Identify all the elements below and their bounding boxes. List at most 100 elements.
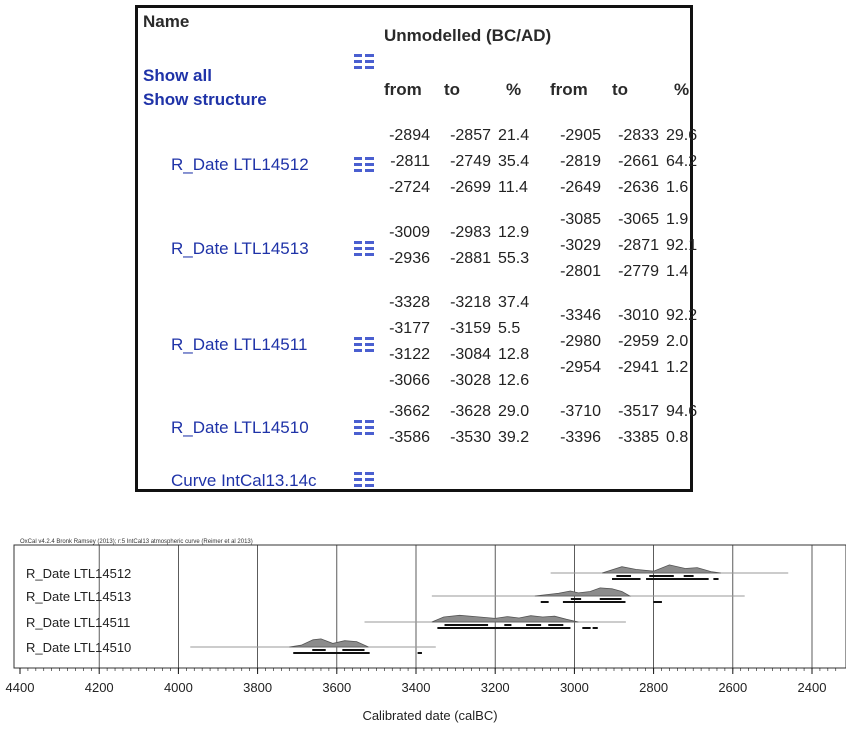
col-pct-2: % — [674, 80, 690, 99]
right-from-value: -3029 — [560, 237, 601, 254]
x-tick-label: 3600 — [322, 680, 351, 695]
right-pct-value: 1.9 — [666, 211, 689, 228]
right-from-value: -3396 — [560, 429, 601, 446]
right-from-value: -3085 — [560, 211, 601, 228]
hpd68-bar — [504, 624, 512, 626]
row-label: R_Date LTL14512 — [26, 566, 131, 581]
rdate-link[interactable]: R_Date LTL14512 — [171, 155, 309, 174]
hpd68-bar — [526, 624, 542, 626]
rdate-link[interactable]: R_Date LTL14511 — [171, 335, 308, 354]
structure-grid-icon[interactable] — [354, 54, 374, 71]
x-tick-label: 2400 — [798, 680, 827, 695]
left-pct-value: 5.5 — [498, 320, 521, 337]
left-from-value: -3122 — [389, 346, 430, 363]
right-to-value: -2779 — [618, 263, 659, 280]
left-pct-value: 12.9 — [498, 224, 530, 241]
col-to-1: to — [444, 80, 461, 99]
hpd68-bar — [616, 575, 632, 577]
right-to-value: -2871 — [618, 237, 659, 254]
right-pct-value: 1.6 — [666, 179, 689, 196]
right-to-value: -2833 — [618, 127, 659, 144]
x-tick-label: 3400 — [402, 680, 431, 695]
hpd68-bar — [342, 649, 365, 651]
curve-intcal13-link[interactable]: Curve IntCal13.14c — [171, 471, 317, 490]
right-from-value: -3346 — [560, 307, 601, 324]
col-from-2: from — [550, 80, 588, 99]
rdate-link[interactable]: R_Date LTL14510 — [171, 418, 309, 437]
left-to-value: -2857 — [450, 127, 491, 144]
col-from-1: from — [384, 80, 422, 99]
right-to-value: -2959 — [618, 333, 659, 350]
hpd68-bar — [683, 575, 694, 577]
x-tick-label: 3800 — [243, 680, 272, 695]
right-from-value: -3710 — [560, 403, 601, 420]
row-label: R_Date LTL14513 — [26, 589, 131, 604]
right-pct-value: 0.8 — [666, 429, 689, 446]
right-to-value: -2636 — [618, 179, 659, 196]
structure-grid-icon[interactable] — [354, 420, 374, 437]
show-structure-link[interactable]: Show structure — [143, 90, 267, 109]
x-axis-label: Calibrated date (calBC) — [362, 708, 497, 723]
left-pct-value: 12.8 — [498, 346, 530, 363]
hpd68-bar — [444, 624, 489, 626]
structure-grid-icon[interactable] — [354, 472, 374, 489]
left-from-value: -3586 — [389, 429, 430, 446]
right-pct-value: 94.6 — [666, 403, 698, 420]
right-pct-value: 2.0 — [666, 333, 689, 350]
x-tick-label: 2600 — [718, 680, 747, 695]
left-to-value: -2983 — [450, 224, 491, 241]
hpd95-bar — [653, 601, 662, 603]
left-from-value: -2894 — [389, 127, 430, 144]
left-from-value: -3662 — [389, 403, 430, 420]
hpd68-bar — [312, 649, 326, 651]
posterior-distribution — [601, 564, 721, 574]
left-from-value: -3328 — [389, 294, 430, 311]
right-to-value: -2941 — [618, 359, 659, 376]
x-tick-label: 3200 — [481, 680, 510, 695]
left-pct-value: 11.4 — [498, 179, 528, 196]
right-to-value: -3385 — [618, 429, 659, 446]
posterior-distribution — [289, 638, 369, 648]
hpd68-bar — [649, 575, 674, 577]
left-to-value: -2881 — [450, 250, 491, 267]
x-tick-label: 4200 — [85, 680, 114, 695]
left-pct-value: 37.4 — [498, 294, 530, 311]
left-from-value: -3177 — [389, 320, 430, 337]
left-from-value: -2724 — [389, 179, 430, 196]
left-to-value: -3084 — [450, 346, 491, 363]
right-from-value: -2649 — [560, 179, 601, 196]
posterior-distribution — [431, 614, 579, 623]
x-tick-label: 4400 — [6, 680, 35, 695]
structure-grid-icon[interactable] — [354, 157, 374, 174]
x-tick-label: 2800 — [639, 680, 668, 695]
left-to-value: -2749 — [450, 153, 491, 170]
left-to-value: -3028 — [450, 372, 491, 389]
col-pct-1: % — [506, 80, 522, 99]
oxcal-calibration-plot: OxCal v4.2.4 Bronk Ramsey (2013); r:5 In… — [0, 535, 846, 730]
right-from-value: -2819 — [560, 153, 601, 170]
right-pct-value: 1.4 — [666, 263, 689, 280]
left-to-value: -2699 — [450, 179, 491, 196]
hpd95-bar — [437, 627, 571, 629]
show-all-link[interactable]: Show all — [143, 66, 212, 85]
rdate-link[interactable]: R_Date LTL14513 — [171, 239, 309, 258]
hpd95-bar — [646, 578, 709, 580]
left-from-value: -2936 — [389, 250, 430, 267]
x-tick-label: 3000 — [560, 680, 589, 695]
row-label: R_Date LTL14511 — [26, 615, 130, 630]
left-to-value: -3159 — [450, 320, 491, 337]
structure-grid-icon[interactable] — [354, 241, 374, 258]
posterior-distribution — [534, 587, 632, 597]
left-pct-value: 35.4 — [498, 153, 530, 170]
hpd95-bar — [713, 578, 719, 580]
hpd95-bar — [562, 601, 626, 603]
hpd95-bar — [540, 601, 549, 603]
left-pct-value: 21.4 — [498, 127, 530, 144]
right-to-value: -3010 — [618, 307, 659, 324]
structure-grid-icon[interactable] — [354, 337, 374, 354]
right-from-value: -2801 — [560, 263, 601, 280]
left-pct-value: 39.2 — [498, 429, 530, 446]
hpd95-bar — [612, 578, 641, 580]
oxcal-results-table: Name Unmodelled (BC/AD) Show all Show st… — [135, 5, 697, 492]
left-to-value: -3218 — [450, 294, 491, 311]
